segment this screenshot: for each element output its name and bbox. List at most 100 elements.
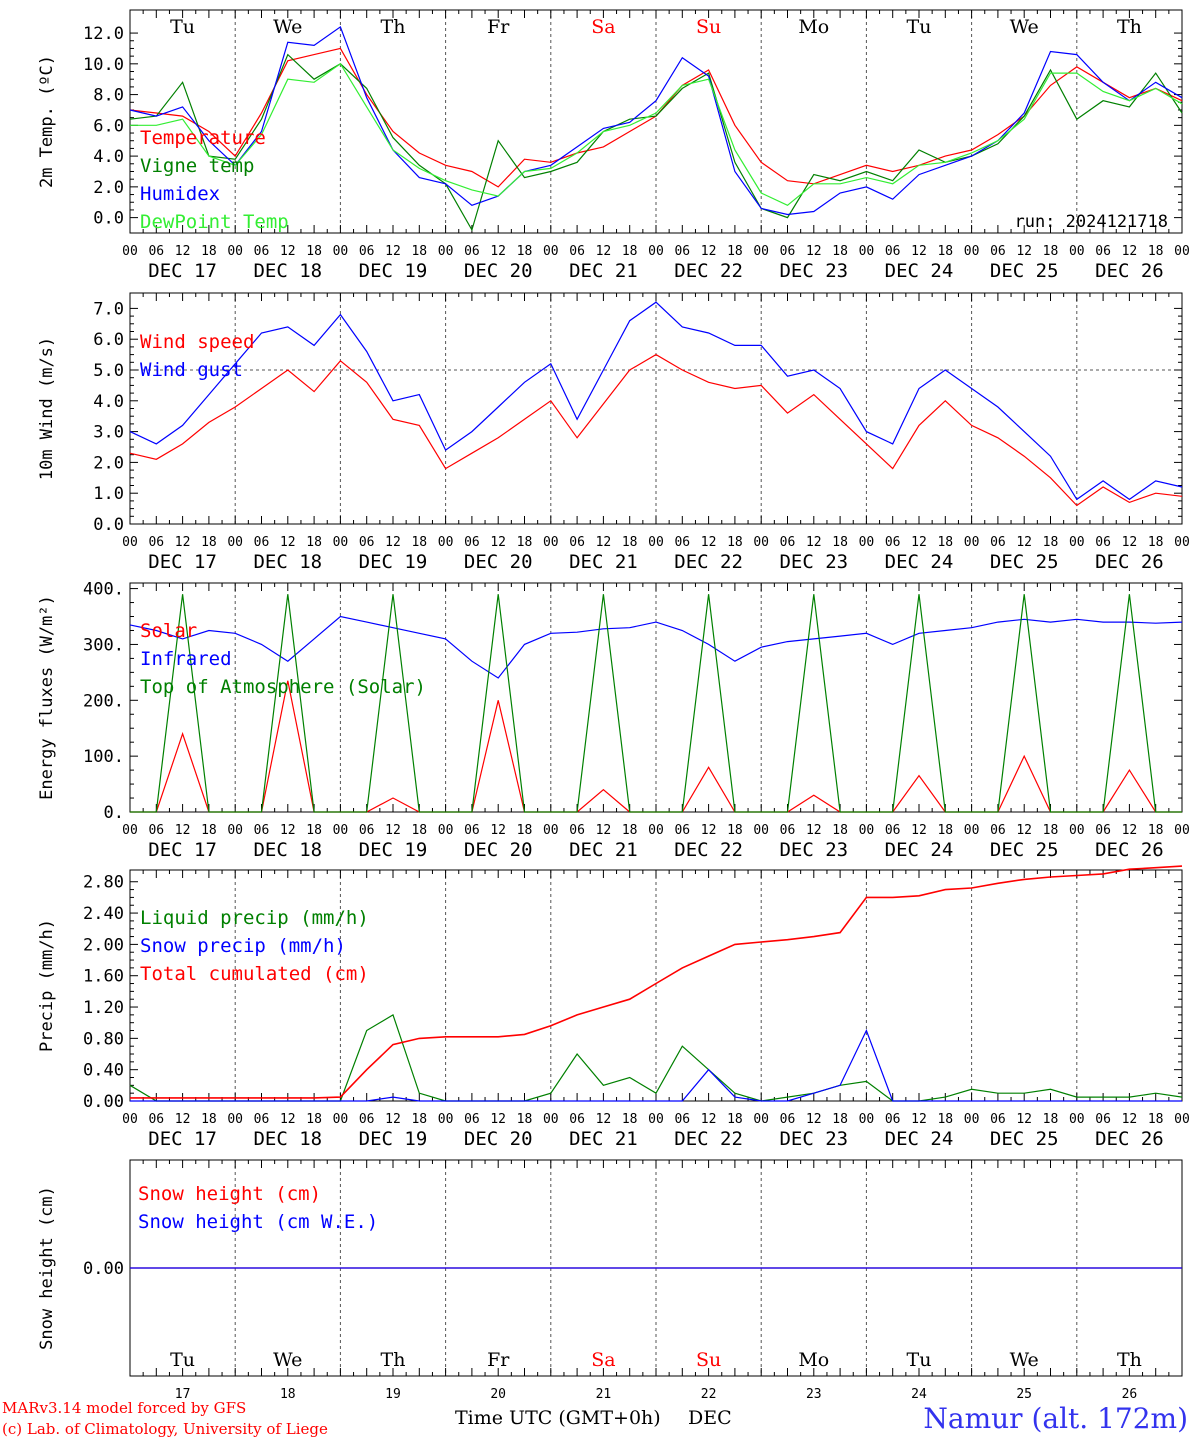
day-abbrev-label: Fr	[487, 16, 510, 38]
hour-tick-label: 18	[517, 823, 533, 838]
hour-tick-label: 00	[438, 535, 454, 550]
panel-2: 0.0 1.0 2.0 3.0 4.0 5.0 6.0 7.0 10m Wind (m/s) Wi…	[37, 292, 1190, 573]
hour-tick-label: 12	[385, 535, 401, 550]
hour-tick-label: 18	[1148, 823, 1164, 838]
hour-tick-label: 12	[175, 244, 191, 259]
day-number-label: 21	[596, 1387, 612, 1402]
date-label: DEC 21	[569, 260, 638, 282]
hour-tick-label: 00	[543, 535, 559, 550]
day-abbrev-label: Su	[696, 1349, 721, 1371]
hour-tick-label: 06	[148, 244, 164, 259]
y-tick-label: 2.40	[83, 904, 124, 924]
date-label: DEC 24	[885, 839, 954, 861]
legend-entry: Infrared	[140, 648, 232, 670]
hour-tick-label: 00	[753, 244, 769, 259]
hour-tick-label: 12	[280, 244, 296, 259]
hour-tick-label: 12	[596, 1112, 612, 1127]
hour-tick-label: 06	[569, 1112, 585, 1127]
y-tick-label: 0.	[104, 803, 124, 823]
hour-tick-label: 18	[622, 823, 638, 838]
hour-tick-label: 00	[859, 823, 875, 838]
series-line	[129, 25, 1183, 216]
hour-tick-label: 00	[964, 823, 980, 838]
hour-tick-label: 18	[727, 535, 743, 550]
hour-tick-label: 18	[1148, 1112, 1164, 1127]
y-axis-label: Energy fluxes (W/m²)	[37, 595, 57, 800]
hour-tick-label: 00	[333, 244, 349, 259]
y-tick-label: 100.	[83, 747, 124, 767]
hour-tick-label: 12	[1016, 1112, 1032, 1127]
date-label: DEC 17	[148, 260, 217, 282]
model-credit: MARv3.14 model forced by GFS	[2, 1399, 246, 1417]
hour-tick-label: 06	[464, 535, 480, 550]
hour-tick-label: 00	[333, 535, 349, 550]
hour-tick-label: 12	[385, 823, 401, 838]
date-label: DEC 23	[779, 551, 848, 573]
hour-tick-label: 12	[806, 1112, 822, 1127]
hour-tick-label: 12	[806, 535, 822, 550]
hour-tick-label: 06	[990, 244, 1006, 259]
date-label: DEC 23	[779, 839, 848, 861]
hour-tick-label: 00	[859, 1112, 875, 1127]
y-tick-label: 1.60	[83, 967, 124, 987]
hour-tick-label: 12	[280, 535, 296, 550]
day-abbrev-label: Sa	[591, 16, 615, 38]
y-tick-label: 0.0	[93, 209, 124, 229]
station-name: Namur (alt. 172m)	[923, 1402, 1188, 1435]
hour-tick-label: 00	[543, 1112, 559, 1127]
hour-tick-label: 12	[385, 244, 401, 259]
day-abbrev-label: We	[1010, 16, 1039, 38]
hour-tick-label: 06	[885, 244, 901, 259]
day-number-label: 17	[175, 1387, 191, 1402]
date-label: DEC 20	[464, 1128, 533, 1150]
legend-entry: Wind gust	[140, 359, 243, 381]
hour-tick-label: 00	[753, 1112, 769, 1127]
hour-tick-label: 06	[885, 535, 901, 550]
hour-tick-label: 06	[780, 535, 796, 550]
hour-tick-label: 00	[122, 244, 138, 259]
legend-entry: Solar	[140, 620, 197, 642]
hour-tick-label: 06	[254, 244, 270, 259]
series-line	[129, 353, 1183, 507]
hour-tick-label: 00	[122, 823, 138, 838]
y-tick-label: 2.80	[83, 873, 124, 893]
hour-tick-label: 06	[674, 1112, 690, 1127]
legend-entry: Snow height (cm)	[138, 1183, 321, 1205]
hour-tick-label: 12	[596, 535, 612, 550]
series-line	[130, 62, 1183, 207]
hour-tick-label: 00	[859, 244, 875, 259]
y-tick-label: 0.00	[83, 1092, 124, 1112]
y-tick-label: 0.40	[83, 1061, 124, 1081]
hour-tick-label: 06	[674, 823, 690, 838]
day-abbrev-label: We	[273, 1349, 302, 1371]
date-label: DEC 22	[674, 839, 743, 861]
date-label: DEC 18	[253, 839, 322, 861]
hour-tick-label: 06	[359, 823, 375, 838]
y-tick-label: 4.0	[93, 147, 124, 167]
hour-tick-label: 18	[622, 1112, 638, 1127]
hour-tick-label: 06	[569, 535, 585, 550]
hour-tick-label: 06	[674, 244, 690, 259]
day-abbrev-label: Fr	[487, 1349, 510, 1371]
hour-tick-label: 00	[1174, 244, 1190, 259]
hour-tick-label: 18	[411, 1112, 427, 1127]
hour-tick-label: 00	[122, 535, 138, 550]
hour-tick-label: 06	[990, 823, 1006, 838]
hour-tick-label: 18	[1043, 1112, 1059, 1127]
hour-tick-label: 06	[359, 535, 375, 550]
hour-tick-label: 18	[1148, 535, 1164, 550]
y-tick-label: 200.	[83, 691, 124, 711]
hour-tick-label: 18	[1043, 244, 1059, 259]
hour-tick-label: 06	[780, 244, 796, 259]
hour-tick-label: 00	[753, 535, 769, 550]
date-label: DEC 26	[1095, 551, 1164, 573]
y-tick-label: 7.0	[93, 299, 124, 319]
hour-tick-label: 18	[622, 244, 638, 259]
date-label: DEC 19	[359, 1128, 428, 1150]
day-abbrev-label: Th	[1117, 16, 1142, 38]
day-abbrev-label: Tu	[907, 16, 932, 38]
day-abbrev-label: Tu	[907, 1349, 932, 1371]
y-axis-label: Precip (mm/h)	[37, 919, 57, 1052]
hour-tick-label: 18	[201, 535, 217, 550]
